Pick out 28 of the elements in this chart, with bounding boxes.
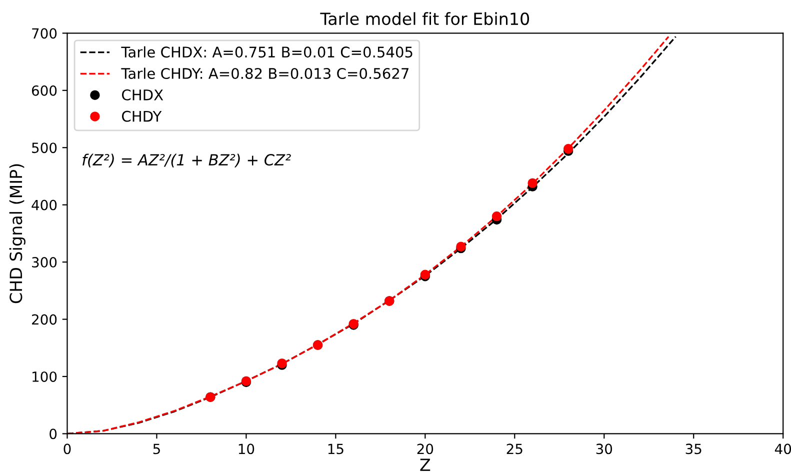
y-tick-label: 200 — [32, 314, 57, 325]
legend-label: Tarle CHDY: A=0.82 B=0.013 C=0.5627 — [121, 68, 408, 79]
x-tick-label: 10 — [238, 444, 254, 454]
x-tick-label: 25 — [506, 444, 522, 454]
legend-label: CHDX — [122, 89, 164, 100]
legend-label: CHDY — [122, 110, 162, 122]
x-axis-title: Z — [420, 458, 430, 471]
annotation: f(Z²) = AZ²/(1 + BZ²) + CZ² — [82, 154, 291, 168]
point — [528, 178, 538, 188]
x-tick-label: 35 — [686, 444, 702, 454]
chart-title: Tarle model fit for Ebin10 — [320, 12, 530, 26]
y-tick-label: 400 — [32, 200, 57, 210]
y-tick-label: 0 — [50, 428, 57, 440]
x-tick-label: 15 — [328, 444, 344, 454]
x-tick-label: 20 — [417, 444, 434, 454]
x-tick-label: 30 — [596, 444, 612, 454]
y-tick-label: 100 — [32, 371, 57, 382]
point — [563, 144, 574, 154]
point — [492, 211, 502, 222]
y-tick-label: 300 — [32, 257, 57, 268]
y-tick-label: 700 — [32, 28, 57, 39]
x-tick-label: 0 — [64, 444, 71, 454]
y-axis-title: CHD Signal (MIP) — [9, 164, 26, 304]
x-tick-label: 40 — [774, 444, 791, 454]
y-tick-label: 600 — [32, 85, 57, 96]
x-tick-label: 5 — [153, 444, 160, 454]
legend-label: Tarle CHDX: A=0.751 B=0.01 C=0.5405 — [121, 46, 412, 58]
y-tick-label: 500 — [32, 142, 57, 154]
